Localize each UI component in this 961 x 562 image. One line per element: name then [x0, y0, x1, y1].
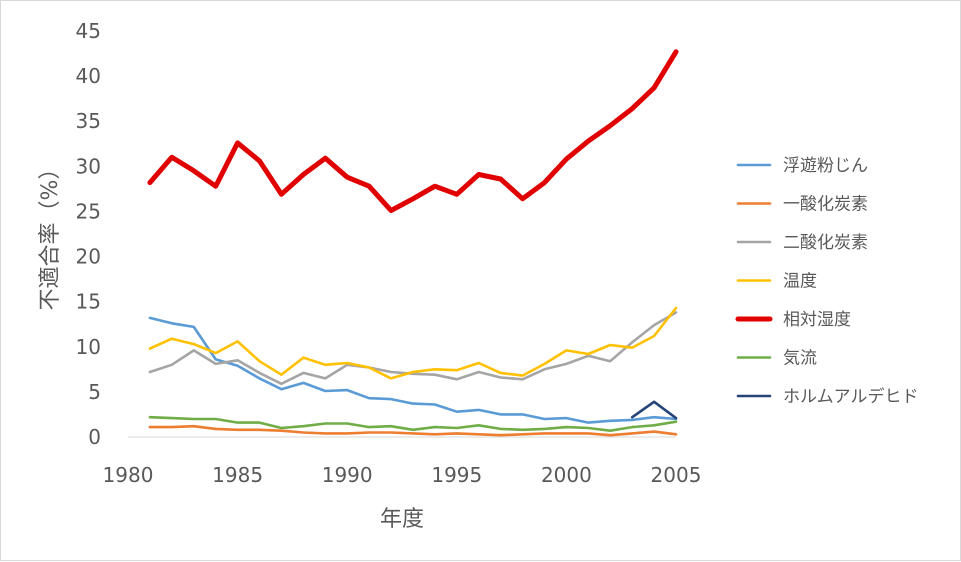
y-axis-tick-labels: 0 5 10 15 20 25 30 35 40 45: [76, 19, 101, 449]
y-tick-label: 25: [76, 199, 101, 223]
legend-label-6: ホルムアルデヒド: [783, 386, 919, 407]
y-tick-label: 5: [88, 380, 101, 404]
legend-label-3: 温度: [783, 272, 817, 292]
legend-label-1: 一酸化炭素: [783, 195, 868, 215]
legend-label-0: 浮遊粉じん: [783, 156, 868, 176]
y-tick-label: 30: [76, 154, 101, 178]
y-tick-label: 35: [76, 109, 101, 133]
series-line-2: [148, 311, 678, 386]
series-line-3: [148, 306, 678, 380]
x-tick-label: 1995: [431, 463, 482, 487]
x-tick-label: 2000: [541, 463, 592, 487]
y-tick-label: 20: [76, 245, 101, 269]
x-tick-label: 1990: [322, 463, 373, 487]
x-tick-label: 1985: [212, 463, 263, 487]
y-tick-label: 15: [76, 290, 101, 314]
series-line-5: [148, 415, 678, 433]
y-tick-label: 0: [88, 425, 101, 449]
series-line-6: [630, 400, 678, 420]
series-line-4: [147, 49, 679, 213]
series-lines: [147, 49, 679, 437]
legend-label-5: 気流: [783, 349, 817, 369]
x-axis-title: 年度: [380, 507, 424, 532]
x-tick-label: 2005: [651, 463, 702, 487]
series-line-0: [148, 316, 678, 424]
legend-label-4: 相対湿度: [783, 310, 851, 330]
y-tick-label: 45: [76, 19, 101, 43]
y-tick-label: 40: [76, 64, 101, 88]
y-tick-label: 10: [76, 335, 101, 359]
x-tick-label: 1980: [103, 463, 154, 487]
x-axis-tick-labels: 1980 1985 1990 1995 2000 2005: [103, 463, 702, 487]
legend-label-2: 二酸化炭素: [783, 233, 868, 253]
series-line-1: [148, 424, 678, 437]
y-axis-title: 不適合率（%）: [38, 158, 63, 311]
